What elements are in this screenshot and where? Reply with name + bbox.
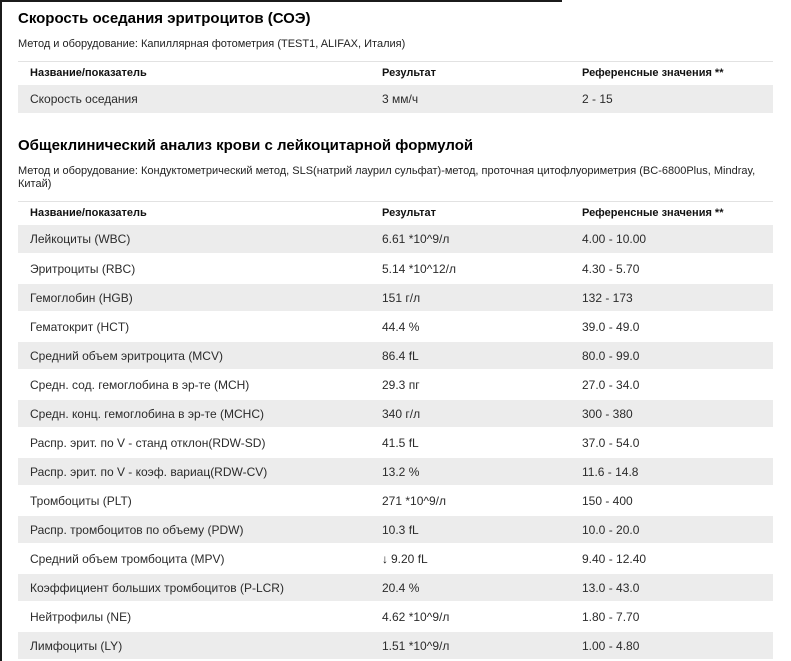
table-header: Название/показатель Результат Референсны… [18, 61, 773, 85]
results-table-cbc: Название/показатель Результат Референсны… [18, 201, 773, 661]
column-header-parameter: Название/показатель [18, 61, 370, 85]
parameter-name-cell: Лимфоциты (LY) [18, 631, 370, 661]
parameter-name-cell: Средн. конц. гемоглобина в эр-те (MCHC) [18, 399, 370, 429]
parameter-name-cell: Коэффициент больших тромбоцитов (P-LCR) [18, 573, 370, 603]
parameter-name-cell: Гематокрит (HCT) [18, 312, 370, 342]
result-cell: 5.14 *10^12/л [370, 254, 570, 284]
reference-range-cell: 2 - 15 [570, 85, 773, 115]
reference-range-cell: 1.80 - 7.70 [570, 602, 773, 632]
column-header-result: Результат [370, 61, 570, 85]
table-row: Эритроциты (RBC) 5.14 *10^12/л 4.30 - 5.70 [18, 254, 773, 284]
result-cell: 86.4 fL [370, 341, 570, 371]
table-row: Скорость оседания 3 мм/ч 2 - 15 [18, 85, 773, 115]
table-row: Гемоглобин (HGB) 151 г/л 132 - 173 [18, 283, 773, 313]
parameter-name-cell: Тромбоциты (PLT) [18, 486, 370, 516]
parameter-name-cell: Средн. сод. гемоглобина в эр-те (MCH) [18, 370, 370, 400]
parameter-name-cell: Распр. тромбоцитов по объему (PDW) [18, 515, 370, 545]
reference-range-cell: 132 - 173 [570, 283, 773, 313]
table-header-row: Название/показатель Результат Референсны… [18, 61, 773, 85]
result-cell: 1.51 *10^9/л [370, 631, 570, 661]
reference-range-cell: 9.40 - 12.40 [570, 544, 773, 574]
table-body: Скорость оседания 3 мм/ч 2 - 15 [18, 85, 773, 115]
table-row: Тромбоциты (PLT) 271 *10^9/л 150 - 400 [18, 486, 773, 516]
parameter-name-cell: Средний объем эритроцита (MCV) [18, 341, 370, 371]
page-top-edge-line [0, 0, 562, 2]
result-cell: 44.4 % [370, 312, 570, 342]
result-cell: 271 *10^9/л [370, 486, 570, 516]
section-cbc: Общеклинический анализ крови с лейкоцита… [18, 137, 773, 661]
result-cell: 29.3 пг [370, 370, 570, 400]
table-body: Лейкоциты (WBC) 6.61 *10^9/л 4.00 - 10.00 Э… [18, 225, 773, 661]
section-title: Общеклинический анализ крови с лейкоцита… [18, 137, 474, 154]
reference-range-cell: 10.0 - 20.0 [570, 515, 773, 545]
result-cell: 20.4 % [370, 573, 570, 603]
table-row: Гематокрит (HCT) 44.4 % 39.0 - 49.0 [18, 312, 773, 342]
parameter-name-cell: Средний объем тромбоцита (MPV) [18, 544, 370, 574]
table-row: Лейкоциты (WBC) 6.61 *10^9/л 4.00 - 10.00 [18, 225, 773, 255]
reference-range-cell: 4.00 - 10.00 [570, 225, 773, 255]
table-row: Коэффициент больших тромбоцитов (P-LCR) 2… [18, 573, 773, 603]
parameter-name-cell: Распр. эрит. по V - коэф. вариац(RDW-CV) [18, 457, 370, 487]
table-row: Средний объем тромбоцита (MPV) ↓ 9.20 fL 9.… [18, 544, 773, 574]
reference-range-cell: 11.6 - 14.8 [570, 457, 773, 487]
table-row: Средн. конц. гемоглобина в эр-те (MCHC) 3… [18, 399, 773, 429]
column-header-parameter: Название/показатель [18, 201, 370, 225]
parameter-name-cell: Гемоглобин (HGB) [18, 283, 370, 313]
reference-range-cell: 13.0 - 43.0 [570, 573, 773, 603]
column-header-reference: Референсные значения ** [570, 61, 773, 85]
reference-range-cell: 37.0 - 54.0 [570, 428, 773, 458]
table-row: Распр. эрит. по V - станд отклон(RDW-SD)… [18, 428, 773, 458]
low-value-arrow-icon: ↓ [382, 551, 388, 566]
table-row: Нейтрофилы (NE) 4.62 *10^9/л 1.80 - 7.70 [18, 602, 773, 632]
reference-range-cell: 80.0 - 99.0 [570, 341, 773, 371]
section-esr: Скорость оседания эритроцитов (СОЭ) Мето… [18, 10, 773, 115]
parameter-name-cell: Распр. эрит. по V - станд отклон(RDW-SD) [18, 428, 370, 458]
result-cell: 4.62 *10^9/л [370, 602, 570, 632]
parameter-name-cell: Нейтрофилы (NE) [18, 602, 370, 632]
result-cell: 10.3 fL [370, 515, 570, 545]
table-header: Название/показатель Результат Референсны… [18, 201, 773, 225]
table-row: Лимфоциты (LY) 1.51 *10^9/л 1.00 - 4.80 [18, 631, 773, 661]
result-cell: 3 мм/ч [370, 85, 570, 115]
result-cell: 151 г/л [370, 283, 570, 313]
reference-range-cell: 27.0 - 34.0 [570, 370, 773, 400]
table-row: Распр. эрит. по V - коэф. вариац(RDW-CV)… [18, 457, 773, 487]
page-left-edge-line [0, 0, 2, 661]
result-cell: 6.61 *10^9/л [370, 225, 570, 255]
parameter-name-cell: Лейкоциты (WBC) [18, 225, 370, 255]
column-header-reference: Референсные значения ** [570, 201, 773, 225]
result-cell: ↓ 9.20 fL [370, 544, 570, 574]
reference-range-cell: 150 - 400 [570, 486, 773, 516]
result-cell: 13.2 % [370, 457, 570, 487]
table-row: Распр. тромбоцитов по объему (PDW) 10.3 f… [18, 515, 773, 545]
method-equipment-line: Метод и оборудование: Капиллярная фотоме… [18, 38, 406, 50]
result-cell: 340 г/л [370, 399, 570, 429]
parameter-name-cell: Скорость оседания [18, 85, 370, 115]
results-table-esr: Название/показатель Результат Референсны… [18, 61, 773, 115]
table-row: Средн. сод. гемоглобина в эр-те (MCH) 29.… [18, 370, 773, 400]
reference-range-cell: 300 - 380 [570, 399, 773, 429]
table-header-row: Название/показатель Результат Референсны… [18, 201, 773, 225]
table-row: Средний объем эритроцита (MCV) 86.4 fL 80.… [18, 341, 773, 371]
column-header-result: Результат [370, 201, 570, 225]
reference-range-cell: 4.30 - 5.70 [570, 254, 773, 284]
result-cell: 41.5 fL [370, 428, 570, 458]
reference-range-cell: 1.00 - 4.80 [570, 631, 773, 661]
method-equipment-line: Метод и оборудование: Кондуктометрически… [18, 165, 756, 190]
parameter-name-cell: Эритроциты (RBC) [18, 254, 370, 284]
section-title: Скорость оседания эритроцитов (СОЭ) [18, 10, 311, 27]
reference-range-cell: 39.0 - 49.0 [570, 312, 773, 342]
